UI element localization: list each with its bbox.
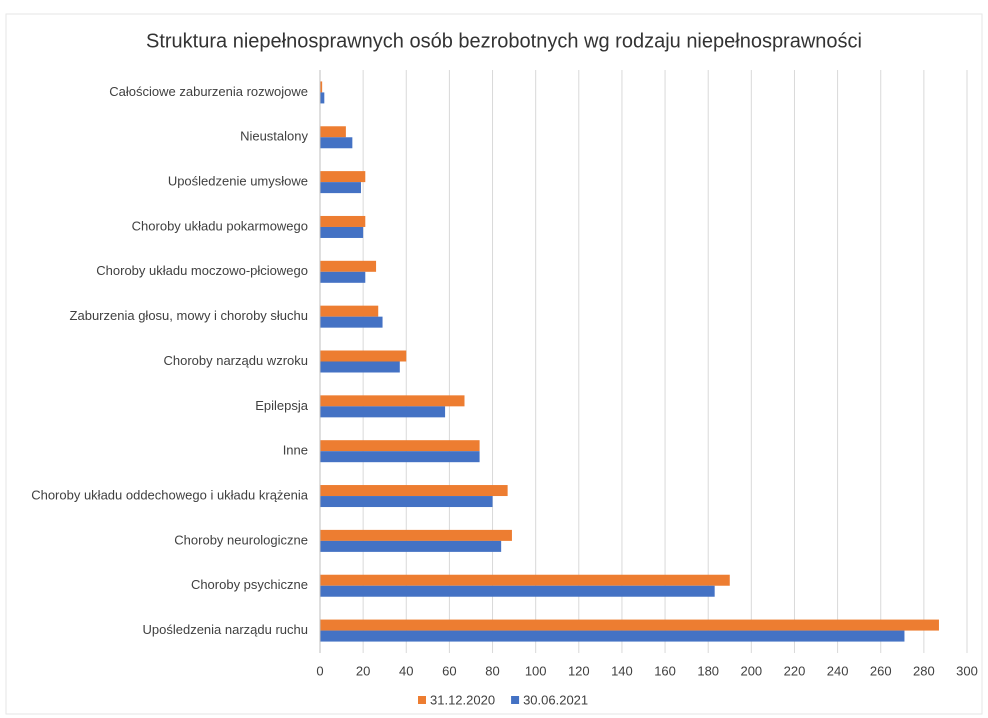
bar — [320, 316, 383, 328]
legend-swatch — [418, 696, 426, 704]
x-tick-label: 260 — [870, 663, 892, 678]
y-tick-label: Nieustalony — [240, 129, 308, 144]
bar — [320, 271, 366, 283]
y-tick-label: Choroby narządu wzroku — [163, 353, 308, 368]
legend-label: 30.06.2021 — [523, 692, 588, 707]
bar — [320, 92, 325, 104]
x-tick-label: 120 — [568, 663, 590, 678]
y-tick-label: Upośledzenia narządu ruchu — [143, 622, 309, 637]
x-tick-label: 200 — [740, 663, 762, 678]
bar — [320, 126, 346, 138]
bar — [320, 137, 353, 149]
y-tick-label: Inne — [283, 443, 308, 458]
x-tick-label: 300 — [956, 663, 978, 678]
y-tick-label: Zaburzenia głosu, mowy i choroby słuchu — [70, 308, 308, 323]
bar — [320, 630, 905, 642]
x-tick-label: 220 — [784, 663, 806, 678]
y-tick-label: Choroby układu moczowo-płciowego — [96, 263, 308, 278]
bar — [320, 574, 730, 586]
x-tick-label: 240 — [827, 663, 849, 678]
y-tick-label: Epilepsja — [255, 398, 309, 413]
x-tick-label: 80 — [485, 663, 499, 678]
y-tick-label: Całościowe zaburzenia rozwojowe — [109, 84, 308, 99]
bar — [320, 451, 480, 463]
bar — [320, 619, 939, 631]
x-tick-label: 20 — [356, 663, 370, 678]
bar — [320, 585, 715, 597]
bar — [320, 496, 493, 508]
y-tick-label: Choroby neurologiczne — [174, 532, 308, 547]
bar — [320, 226, 364, 238]
x-tick-label: 0 — [316, 663, 323, 678]
bar — [320, 361, 400, 373]
legend-swatch — [511, 696, 520, 704]
x-tick-label: 280 — [913, 663, 935, 678]
y-tick-label: Choroby układu oddechowego i układu krąż… — [31, 487, 309, 502]
x-tick-label: 40 — [399, 663, 413, 678]
x-tick-label: 140 — [611, 663, 633, 678]
bar — [320, 215, 366, 227]
y-tick-label: Upośledzenie umysłowe — [168, 174, 308, 189]
bar — [320, 529, 512, 541]
x-tick-label: 160 — [654, 663, 676, 678]
y-tick-label: Choroby psychiczne — [191, 577, 308, 592]
bar — [320, 540, 502, 552]
bar — [320, 171, 366, 183]
x-tick-label: 180 — [697, 663, 719, 678]
bar — [320, 395, 465, 407]
bar — [320, 182, 361, 194]
bar — [320, 81, 323, 93]
bar — [320, 305, 379, 317]
bar — [320, 485, 508, 497]
bar — [320, 406, 446, 418]
y-tick-label: Choroby układu pokarmowego — [132, 218, 308, 233]
x-tick-label: 100 — [525, 663, 547, 678]
bar — [320, 350, 407, 362]
chart-frame — [5, 13, 983, 715]
legend-label: 31.12.2020 — [430, 692, 495, 707]
bar — [320, 440, 480, 452]
bar — [320, 260, 377, 272]
x-tick-label: 60 — [442, 663, 456, 678]
chart-title: Struktura niepełnosprawnych osób bezrobo… — [146, 30, 862, 52]
